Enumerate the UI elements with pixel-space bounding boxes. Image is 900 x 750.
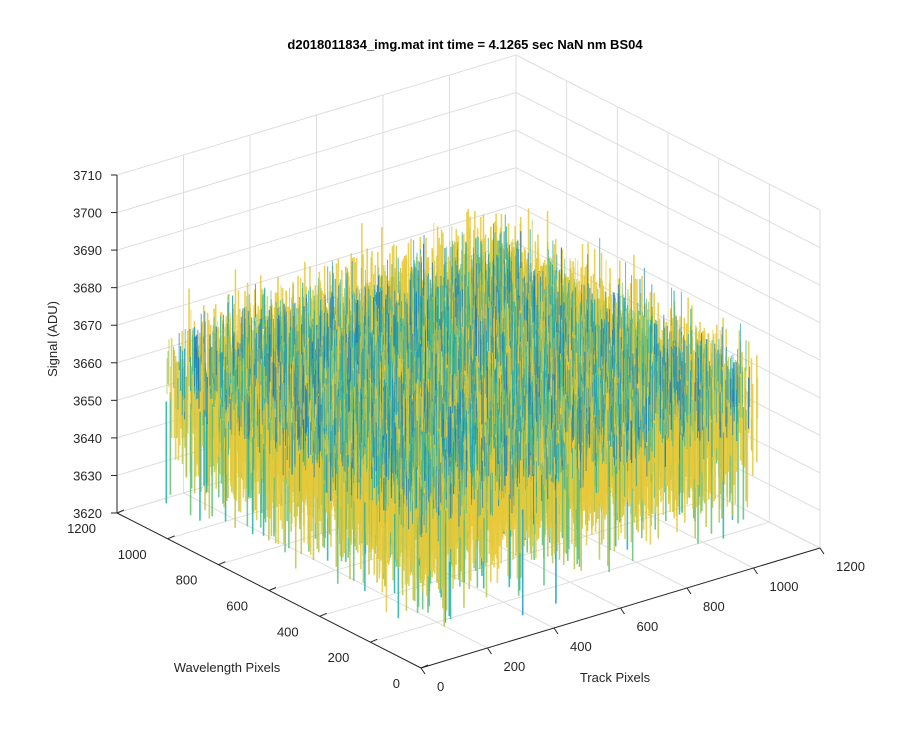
floor-gridline: [370, 521, 770, 643]
surface-data: [165, 208, 759, 627]
